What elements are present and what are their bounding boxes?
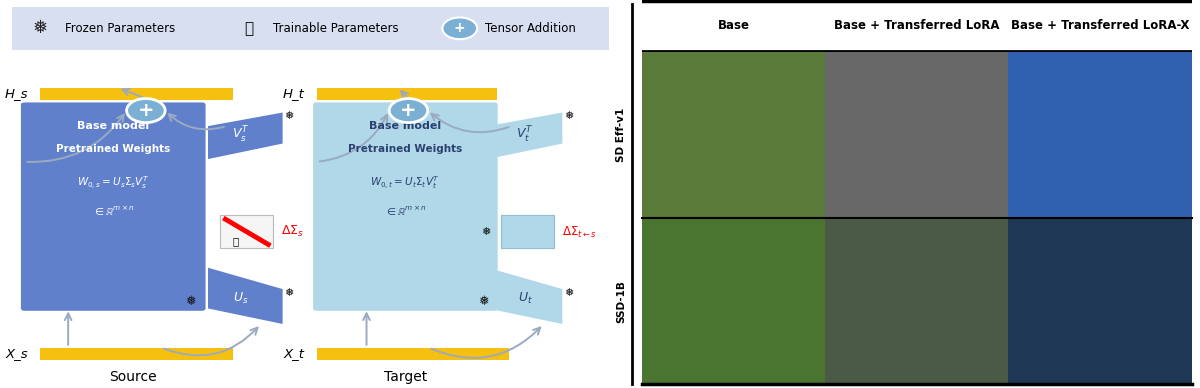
- FancyBboxPatch shape: [313, 102, 498, 311]
- Text: Base: Base: [718, 19, 750, 32]
- Text: Trainable Parameters: Trainable Parameters: [274, 22, 398, 35]
- Text: Base + Transferred LoRA-X: Base + Transferred LoRA-X: [1010, 19, 1189, 32]
- Text: $U_s$: $U_s$: [233, 291, 248, 306]
- Text: ❅: ❅: [481, 227, 491, 237]
- Text: X_s: X_s: [5, 347, 28, 360]
- Text: ❅: ❅: [564, 288, 574, 298]
- Circle shape: [443, 17, 478, 39]
- Text: $V_s^T$: $V_s^T$: [233, 125, 250, 145]
- Bar: [40, 88, 233, 100]
- Text: $W_{0,t}=U_t\Sigma_t V_t^T$: $W_{0,t}=U_t\Sigma_t V_t^T$: [371, 174, 440, 191]
- Text: H_s: H_s: [5, 87, 28, 100]
- Ellipse shape: [126, 99, 166, 123]
- Polygon shape: [487, 113, 563, 159]
- Text: $\in\mathbb{R}^{m\times n}$: $\in\mathbb{R}^{m\times n}$: [91, 205, 134, 218]
- Text: $\in\mathbb{R}^{m\times n}$: $\in\mathbb{R}^{m\times n}$: [384, 205, 427, 218]
- Text: Base + Transferred LoRA: Base + Transferred LoRA: [834, 19, 1000, 32]
- Text: +: +: [138, 101, 154, 120]
- Text: $W_{0,s}=U_s\Sigma_s V_s^T$: $W_{0,s}=U_s\Sigma_s V_s^T$: [77, 174, 150, 191]
- Text: Tensor Addition: Tensor Addition: [485, 22, 576, 35]
- Text: $\Delta\Sigma_s$: $\Delta\Sigma_s$: [281, 224, 304, 239]
- FancyBboxPatch shape: [12, 7, 608, 50]
- Bar: [317, 348, 510, 360]
- Text: ❅: ❅: [564, 111, 574, 121]
- Text: Frozen Parameters: Frozen Parameters: [65, 22, 175, 35]
- Bar: [40, 348, 233, 360]
- Polygon shape: [208, 113, 283, 159]
- Text: Source: Source: [109, 370, 157, 384]
- Bar: [502, 215, 554, 248]
- Text: $\Delta\Sigma_{t\leftarrow s}$: $\Delta\Sigma_{t\leftarrow s}$: [562, 225, 596, 239]
- Text: Base model: Base model: [77, 121, 149, 131]
- Text: H_t: H_t: [282, 87, 305, 100]
- Text: SSD-1B: SSD-1B: [617, 280, 626, 323]
- Text: 🔥: 🔥: [233, 236, 239, 246]
- Text: ❅: ❅: [284, 288, 294, 298]
- Bar: [317, 88, 497, 100]
- Text: Pretrained Weights: Pretrained Weights: [348, 144, 462, 154]
- Text: Pretrained Weights: Pretrained Weights: [56, 144, 170, 154]
- Text: +: +: [401, 101, 416, 120]
- Text: $V_t^T$: $V_t^T$: [516, 125, 534, 145]
- Text: +: +: [454, 21, 466, 35]
- Text: ❅: ❅: [284, 111, 294, 121]
- Text: Base model: Base model: [370, 121, 442, 131]
- Polygon shape: [487, 268, 563, 324]
- Bar: [221, 215, 274, 248]
- Text: ❅: ❅: [185, 295, 196, 308]
- Text: X_t: X_t: [283, 347, 305, 360]
- Text: Target: Target: [384, 370, 427, 384]
- Text: SD Eff-v1: SD Eff-v1: [617, 108, 626, 163]
- FancyBboxPatch shape: [20, 102, 205, 311]
- Text: ❅: ❅: [32, 19, 48, 37]
- Polygon shape: [208, 268, 283, 324]
- Text: ❅: ❅: [478, 295, 488, 308]
- Ellipse shape: [389, 99, 427, 123]
- Text: $U_t$: $U_t$: [517, 291, 533, 306]
- Text: 🔥: 🔥: [244, 21, 253, 36]
